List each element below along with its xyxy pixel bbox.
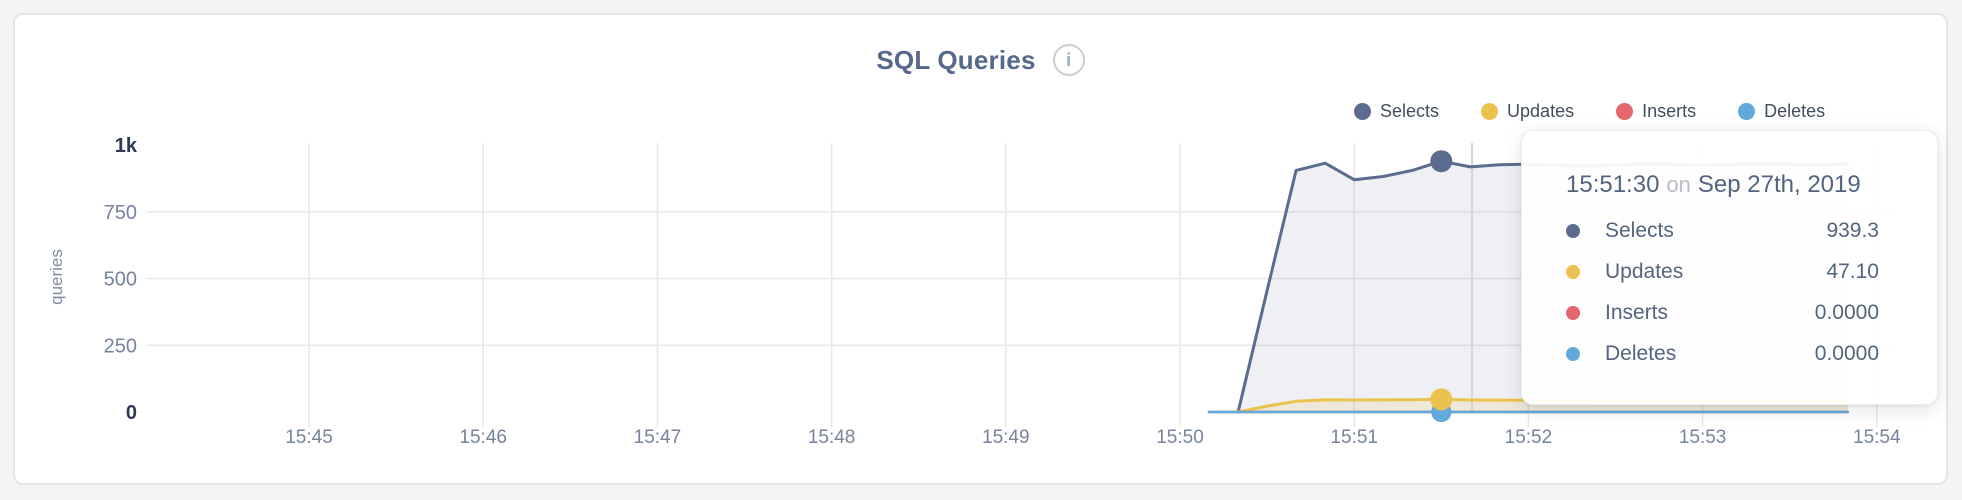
tooltip-swatch-icon bbox=[1566, 223, 1580, 238]
tooltip-series-value: 47.10 bbox=[1826, 259, 1879, 283]
x-tick-label: 15:50 bbox=[1156, 427, 1204, 448]
hover-marker-updates bbox=[1430, 388, 1453, 411]
tooltip-series-label: Updates bbox=[1605, 259, 1684, 283]
tooltip-header: 15:51:30 on Sep 27th, 2019 bbox=[1566, 171, 1879, 199]
legend-swatch-icon bbox=[1616, 103, 1634, 120]
chart-tooltip: 15:51:30 on Sep 27th, 2019 Selects 939.3 Upd… bbox=[1521, 130, 1938, 405]
tooltip-rows: Selects 939.3 Updates 47.10 Inserts 0.0000 Del… bbox=[1566, 210, 1879, 374]
x-tick-label: 15:54 bbox=[1853, 427, 1901, 448]
x-tick-label: 15:51 bbox=[1330, 427, 1378, 448]
tooltip-series-value: 0.0000 bbox=[1814, 341, 1879, 365]
tooltip-swatch-icon bbox=[1566, 264, 1580, 279]
y-tick-label: 750 bbox=[104, 202, 137, 224]
legend-label: Updates bbox=[1507, 101, 1575, 121]
legend-item-inserts[interactable]: Inserts bbox=[1616, 101, 1696, 122]
tooltip-row-deletes: Deletes 0.0000 bbox=[1566, 333, 1879, 374]
legend-swatch-icon bbox=[1738, 103, 1756, 120]
tooltip-series-value: 0.0000 bbox=[1814, 300, 1879, 324]
y-axis-title: queries bbox=[47, 249, 66, 305]
legend-item-selects[interactable]: Selects bbox=[1354, 101, 1439, 122]
page-title: SQL Queries bbox=[876, 44, 1036, 75]
y-tick-label: 0 bbox=[126, 402, 137, 424]
tooltip-time: 15:51:30 bbox=[1566, 171, 1660, 198]
legend-item-updates[interactable]: Updates bbox=[1481, 101, 1574, 122]
x-tick-label: 15:47 bbox=[634, 427, 682, 448]
y-tick-label: 250 bbox=[104, 335, 137, 357]
legend-swatch-icon bbox=[1481, 103, 1499, 120]
legend-label: Selects bbox=[1380, 101, 1440, 121]
legend-label: Deletes bbox=[1764, 101, 1826, 121]
y-tick-label: 500 bbox=[104, 269, 137, 291]
x-tick-label: 15:49 bbox=[982, 427, 1030, 448]
tooltip-row-inserts: Inserts 0.0000 bbox=[1566, 292, 1879, 333]
x-tick-label: 15:46 bbox=[459, 427, 507, 448]
tooltip-series-label: Inserts bbox=[1605, 300, 1669, 324]
tooltip-on-word: on bbox=[1666, 172, 1691, 197]
x-tick-label: 15:52 bbox=[1505, 427, 1553, 448]
tooltip-row-updates: Updates 47.10 bbox=[1566, 251, 1879, 292]
tooltip-series-value: 939.3 bbox=[1826, 218, 1879, 242]
y-tick-label: 1k bbox=[115, 135, 138, 157]
x-tick-label: 15:53 bbox=[1679, 427, 1727, 448]
info-icon[interactable]: i bbox=[1052, 44, 1085, 76]
legend-item-deletes[interactable]: Deletes bbox=[1738, 101, 1825, 122]
tooltip-swatch-icon bbox=[1566, 346, 1580, 361]
tooltip-series-label: Selects bbox=[1605, 218, 1674, 242]
x-tick-label: 15:45 bbox=[285, 427, 333, 448]
tooltip-row-selects: Selects 939.3 bbox=[1566, 210, 1879, 251]
chart-header: SQL Queries i bbox=[13, 42, 1948, 78]
legend-swatch-icon bbox=[1354, 103, 1371, 120]
legend: Selects Updates Inserts Deletes bbox=[1354, 101, 1867, 122]
tooltip-series-label: Deletes bbox=[1605, 341, 1677, 365]
x-tick-label: 15:48 bbox=[808, 427, 856, 448]
tooltip-date: Sep 27th, 2019 bbox=[1697, 171, 1861, 198]
hover-marker-selects bbox=[1430, 150, 1453, 173]
tooltip-swatch-icon bbox=[1566, 305, 1580, 320]
legend-label: Inserts bbox=[1642, 101, 1697, 121]
